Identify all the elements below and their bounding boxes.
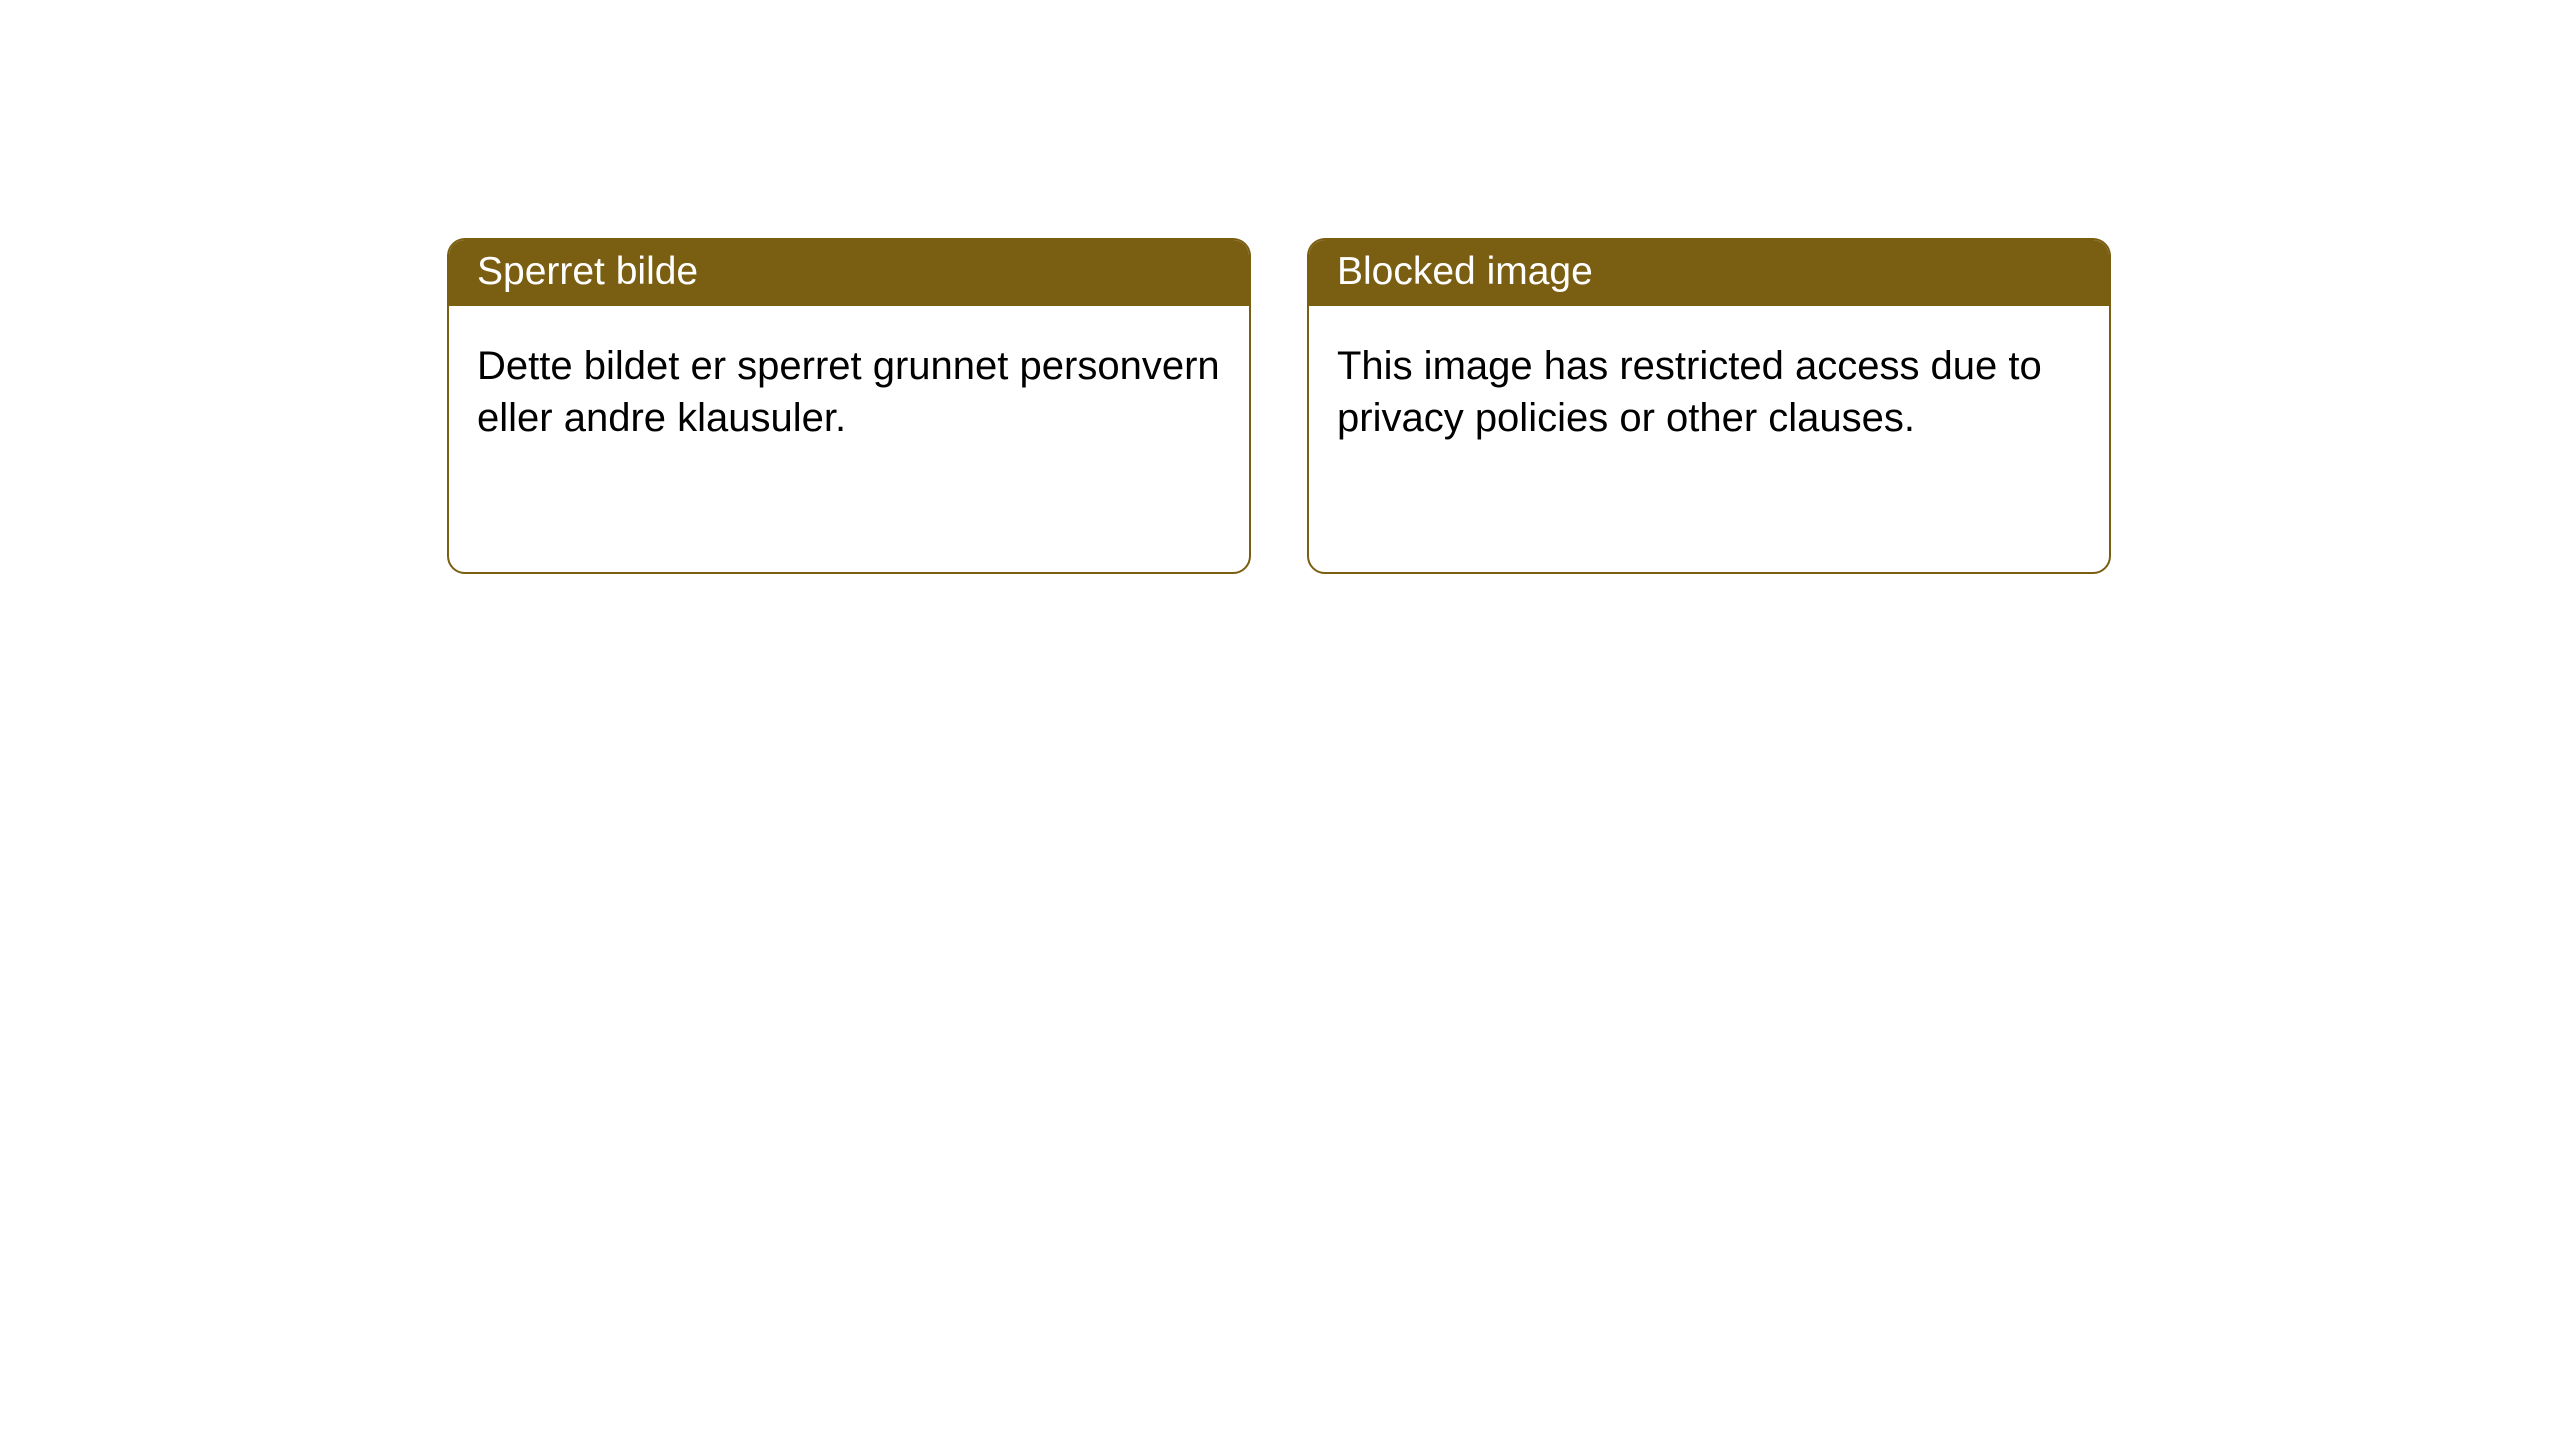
card-title: Blocked image xyxy=(1337,250,1593,293)
card-body: Dette bildet er sperret grunnet personve… xyxy=(449,306,1249,478)
notice-cards-container: Sperret bilde Dette bildet er sperret gr… xyxy=(447,238,2111,574)
card-message: This image has restricted access due to … xyxy=(1337,344,2042,440)
blocked-image-card-norwegian: Sperret bilde Dette bildet er sperret gr… xyxy=(447,238,1251,574)
card-header: Sperret bilde xyxy=(449,240,1249,306)
card-title: Sperret bilde xyxy=(477,250,698,293)
card-body: This image has restricted access due to … xyxy=(1309,306,2109,478)
card-header: Blocked image xyxy=(1309,240,2109,306)
card-message: Dette bildet er sperret grunnet personve… xyxy=(477,344,1220,440)
blocked-image-card-english: Blocked image This image has restricted … xyxy=(1307,238,2111,574)
